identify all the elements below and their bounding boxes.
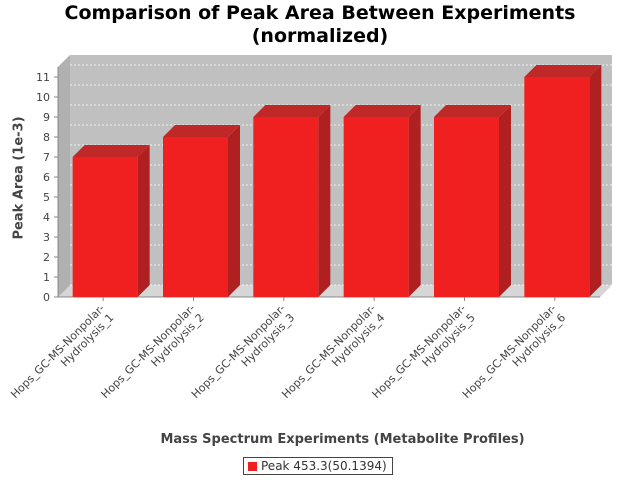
bar-top <box>72 145 150 157</box>
legend-label: Peak 453.3(50.1394) <box>261 459 387 473</box>
y-tick-label: 0 <box>43 291 50 304</box>
y-tick-label: 2 <box>43 251 50 264</box>
y-tick-label: 5 <box>43 191 50 204</box>
x-tick-label: Hops_GC-MS-Nonpolar-Hydrolysis_6 <box>460 302 568 410</box>
legend-swatch <box>248 461 257 471</box>
bar-top <box>163 125 240 137</box>
y-tick-label: 11 <box>36 71 50 84</box>
y-tick-label: 10 <box>36 91 50 104</box>
bar-side <box>499 105 511 297</box>
bar-top <box>343 105 421 117</box>
y-axis-title-text: Peak Area (1e-3) <box>11 116 27 240</box>
plot-side-wall <box>58 55 70 297</box>
bar <box>163 137 228 297</box>
x-axis-title: Mass Spectrum Experiments (Metabolite Pr… <box>160 432 525 447</box>
y-tick-label: 8 <box>43 131 50 144</box>
bar-side <box>137 145 150 297</box>
bar <box>434 117 499 297</box>
bar <box>72 157 138 297</box>
y-tick-label: 7 <box>43 151 50 164</box>
legend: Peak 453.3(50.1394) <box>243 457 393 475</box>
bar-side <box>318 105 331 297</box>
y-tick-label: 3 <box>43 231 50 244</box>
bar-side <box>408 105 421 297</box>
bar <box>253 117 319 297</box>
y-tick-label: 1 <box>43 271 50 284</box>
bar-side <box>228 125 240 297</box>
bar-side <box>589 65 602 297</box>
chart-title: Comparison of Peak Area Between Experime… <box>64 2 576 47</box>
y-tick-label: 9 <box>43 111 50 124</box>
bar-top <box>253 105 331 117</box>
y-tick-label: 4 <box>43 211 50 224</box>
bar-top <box>524 65 602 77</box>
bar-top <box>434 105 511 117</box>
bar <box>524 77 590 297</box>
bar <box>343 117 409 297</box>
y-tick-label: 6 <box>43 171 50 184</box>
